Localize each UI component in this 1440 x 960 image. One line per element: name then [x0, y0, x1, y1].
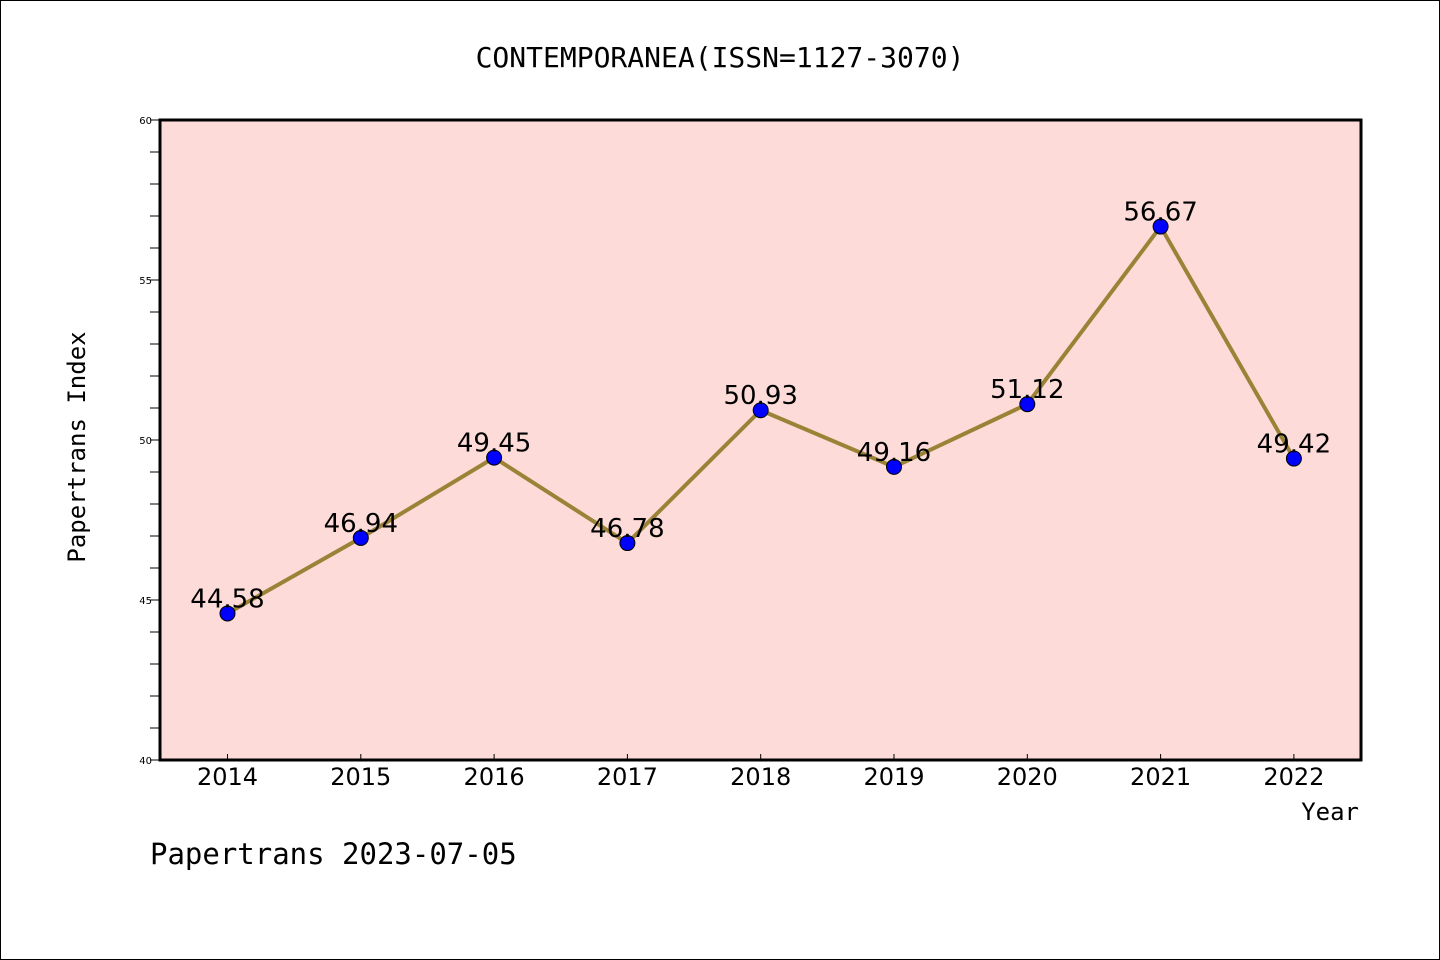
- data-label: 46.78: [590, 514, 664, 544]
- x-tick-label: 2022: [1263, 763, 1324, 791]
- data-point-marker: [1285, 450, 1302, 467]
- data-label: 49.45: [457, 429, 531, 459]
- data-point-marker: [219, 605, 236, 622]
- y-axis-ticks: 40 45 50 55 60: [139, 116, 160, 767]
- data-label: 46.94: [324, 509, 398, 539]
- x-tick-label: 2016: [464, 763, 525, 791]
- x-tick-label: 2017: [597, 763, 658, 791]
- data-label: 51.12: [990, 375, 1064, 405]
- x-tick-label: 2018: [730, 763, 791, 791]
- x-tick-label: 2014: [197, 763, 258, 791]
- y-tick-label: 60: [139, 116, 152, 127]
- x-tick-label: 2021: [1130, 763, 1191, 791]
- data-point-marker: [1152, 218, 1169, 235]
- x-tick-label: 2019: [863, 763, 924, 791]
- data-labels-group: 44.58 46.94 49.45 46.78 50.93 49.16 51.12 56.67…: [190, 198, 1331, 615]
- data-point-marker: [352, 529, 369, 546]
- series-line-group: [219, 218, 1302, 622]
- y-tick-label: 55: [139, 276, 152, 287]
- data-point-marker: [886, 458, 902, 475]
- data-label: 56.67: [1123, 198, 1197, 228]
- data-point-marker: [486, 449, 503, 466]
- y-tick-label: 40: [139, 756, 152, 767]
- x-tick-label: 2020: [997, 763, 1058, 791]
- footer-caption: Papertrans 2023-07-05: [150, 837, 517, 871]
- data-point-marker: [619, 535, 636, 552]
- y-tick-label: 45: [139, 596, 152, 607]
- data-label: 44.58: [190, 584, 264, 614]
- x-axis-title: Year: [1301, 798, 1359, 826]
- x-axis-ticks: 2014 2015 2016 2017 2018 2019 2020 2021 2022: [197, 754, 1324, 791]
- y-tick-label: 50: [139, 436, 152, 447]
- x-tick-label: 2015: [330, 763, 391, 791]
- data-point-marker: [752, 402, 769, 419]
- data-point-marker: [1019, 396, 1036, 413]
- data-label: 49.16: [857, 438, 931, 468]
- data-label: 50.93: [723, 381, 797, 411]
- data-label: 49.42: [1257, 430, 1331, 460]
- chart-title: CONTEMPORANEA(ISSN=1127-3070): [476, 41, 965, 74]
- y-axis-title: Papertrans Index: [63, 331, 91, 562]
